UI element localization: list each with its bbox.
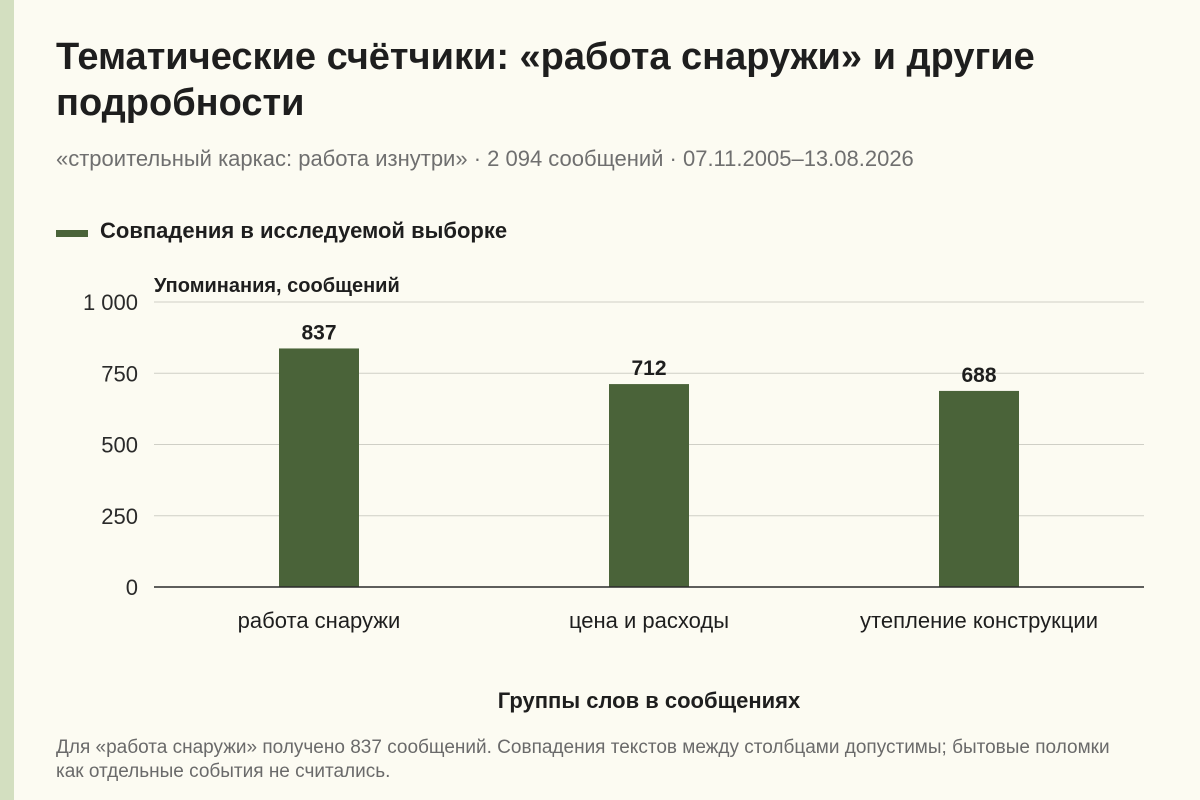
x-axis-title: Группы слов в сообщениях (498, 688, 801, 713)
y-tick-label: 500 (101, 433, 138, 458)
y-tick-label: 250 (101, 504, 138, 529)
data-label: 837 (301, 321, 336, 344)
footnote: Для «работа снаружи» получено 837 сообще… (56, 737, 1110, 782)
chart-subtitle: «строительный каркас: работа изнутри» · … (56, 146, 914, 171)
chart-title: Тематические счётчики: «работа снаружи» … (56, 36, 1035, 124)
y-tick-label: 1 000 (83, 290, 138, 315)
x-tick-labels: работа снаружи цена и расходы утепление ко… (238, 608, 1098, 633)
y-tick-label: 750 (101, 361, 138, 386)
legend-label: Совпадения в исследуемой выборке (100, 218, 508, 243)
x-tick-label: работа снаружи (238, 608, 401, 633)
y-axis-title: Упоминания, сообщений (154, 275, 400, 297)
y-tick-label: 0 (126, 575, 138, 600)
bar (609, 384, 689, 587)
legend: Совпадения в исследуемой выборке (56, 218, 507, 244)
bars (279, 348, 1019, 587)
x-tick-label: утепление конструкции (860, 608, 1098, 633)
bar (279, 348, 359, 587)
data-labels: 837 712 688 (301, 321, 996, 386)
data-label: 712 (631, 357, 666, 380)
data-label: 688 (961, 364, 996, 387)
legend-swatch (56, 229, 88, 237)
bar (939, 390, 1019, 587)
x-tick-label: цена и расходы (569, 608, 729, 633)
bar-chart: 0 250 500 750 1 000 837 712 688 работа снаружи… (83, 275, 1144, 713)
y-tick-labels: 0 250 500 750 1 000 (83, 290, 138, 600)
side-accent-bar (0, 0, 14, 800)
